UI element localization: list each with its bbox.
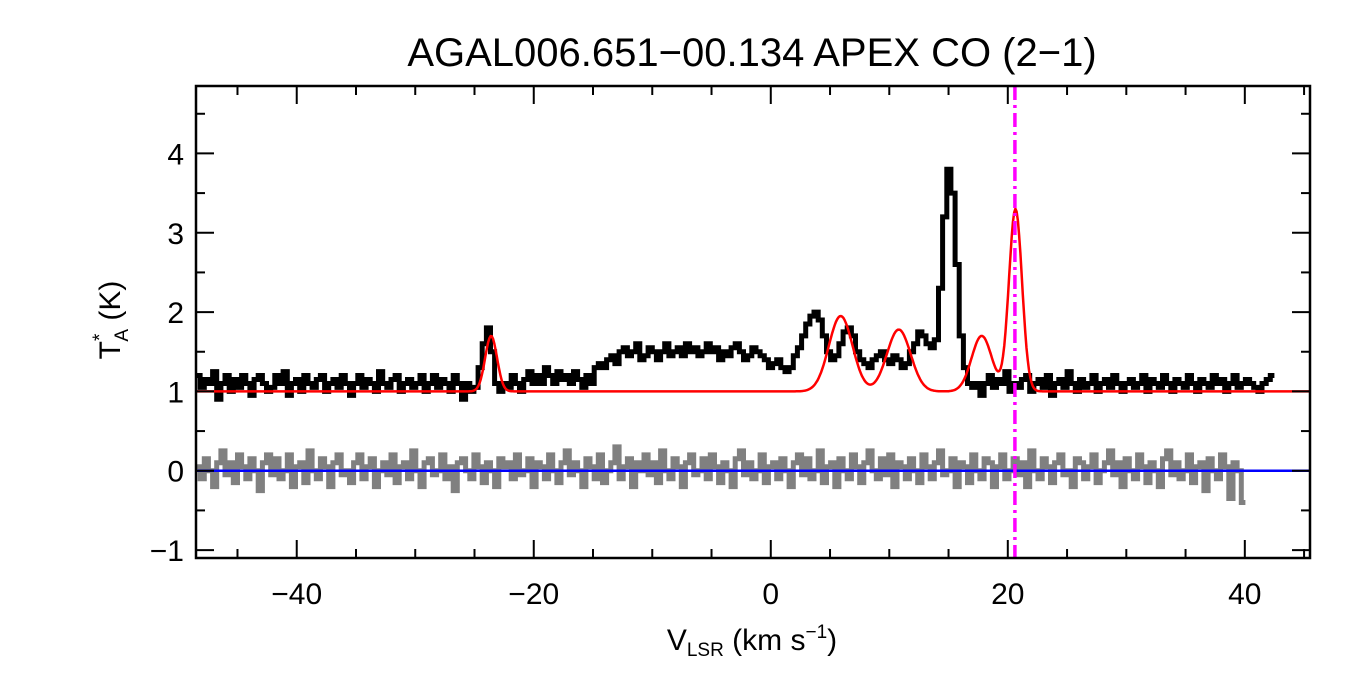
y-tick-label: 2 — [167, 297, 184, 330]
y-axis-label-sup: * — [90, 333, 111, 341]
y-tick-label: 1 — [167, 376, 184, 409]
axes: −40 −20 0 20 40 −1 0 1 2 3 4 — [150, 84, 1312, 611]
x-tick-label: 40 — [1228, 578, 1261, 611]
x-axis-label-rest: (km s — [724, 624, 806, 657]
x-tick-label: 0 — [762, 578, 779, 611]
y-tick-label: 3 — [167, 218, 184, 251]
y-axis-label-rest: (K) — [94, 281, 127, 329]
plot-area — [196, 86, 1310, 558]
gaussian-fit-line — [196, 205, 1310, 393]
y-axis-label-main: T — [94, 341, 127, 359]
x-axis-label: VLSR (km s−1) — [667, 622, 837, 661]
x-axis-label-close: ) — [827, 624, 837, 657]
y-axis-label: T*A (K) — [90, 281, 133, 360]
chart-title: AGAL006.651−00.134 APEX CO (2−1) — [407, 31, 1096, 75]
observed-spectrum-line — [196, 166, 1275, 402]
x-axis-label-main: V — [667, 624, 687, 657]
y-axis-label-sub: A — [112, 329, 133, 342]
x-tick-label: −20 — [508, 578, 559, 611]
y-tick-label: 0 — [167, 456, 184, 489]
plot-frame — [194, 84, 1312, 560]
x-axis-label-sub: LSR — [687, 640, 724, 661]
x-tick-label: −40 — [271, 578, 322, 611]
x-axis-label-sup: −1 — [805, 622, 827, 643]
x-tick-label: 20 — [991, 578, 1024, 611]
residual-spectrum-line — [196, 444, 1246, 505]
y-tick-label: 4 — [167, 138, 184, 171]
y-tick-label: −1 — [150, 535, 184, 568]
